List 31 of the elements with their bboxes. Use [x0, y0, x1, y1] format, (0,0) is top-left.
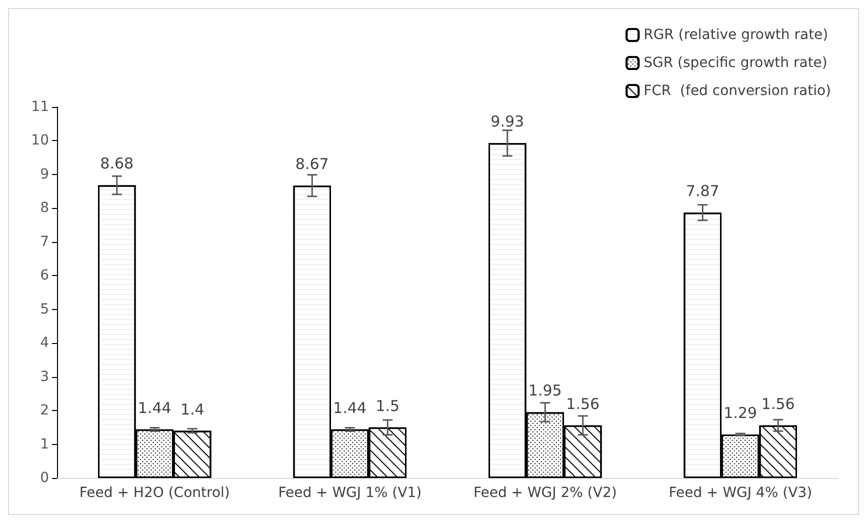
legend-label: RGR (relative growth rate)	[644, 27, 828, 43]
y-tick-label: 3	[40, 368, 49, 385]
data-label: 8.68	[100, 154, 134, 173]
x-tick-label: Feed + WGJ 2% (V2)	[473, 485, 617, 501]
y-tick-label: 6	[40, 268, 50, 284]
y-tick-label: 0	[40, 470, 49, 486]
y-tick-label: 8	[40, 200, 49, 216]
data-label: 1.95	[528, 382, 562, 400]
y-tick-label: 2	[40, 402, 49, 419]
data-label: 1.44	[138, 398, 172, 417]
data-label: 1.29	[724, 404, 758, 422]
data-label: 1.5	[376, 396, 400, 415]
y-tick-label: 9	[40, 166, 49, 182]
y-tick-label: 10	[31, 132, 49, 149]
y-tick-label: 5	[40, 301, 49, 318]
data-label: 1.4	[180, 400, 204, 418]
data-label: 8.67	[295, 155, 329, 174]
data-label: 7.87	[686, 182, 720, 200]
data-label: 1.44	[333, 398, 367, 417]
y-tick-label: 1	[40, 436, 49, 452]
y-tick-label: 11	[31, 99, 49, 115]
data-label: 1.56	[566, 394, 600, 413]
x-tick-label: Feed + H2O (Control)	[79, 485, 230, 501]
y-tick-label: 4	[40, 335, 50, 352]
data-label: 1.56	[761, 394, 795, 413]
x-tick-label: Feed + WGJ 1% (V1)	[278, 485, 422, 501]
y-tick-label: 7	[40, 234, 49, 250]
x-tick-label: Feed + WGJ 4% (V3)	[668, 485, 812, 501]
data-label: 9.93	[490, 112, 524, 131]
legend-label: SGR (specific growth rate)	[644, 55, 828, 71]
legend-label: FCR (fed conversion ratio)	[644, 83, 832, 99]
